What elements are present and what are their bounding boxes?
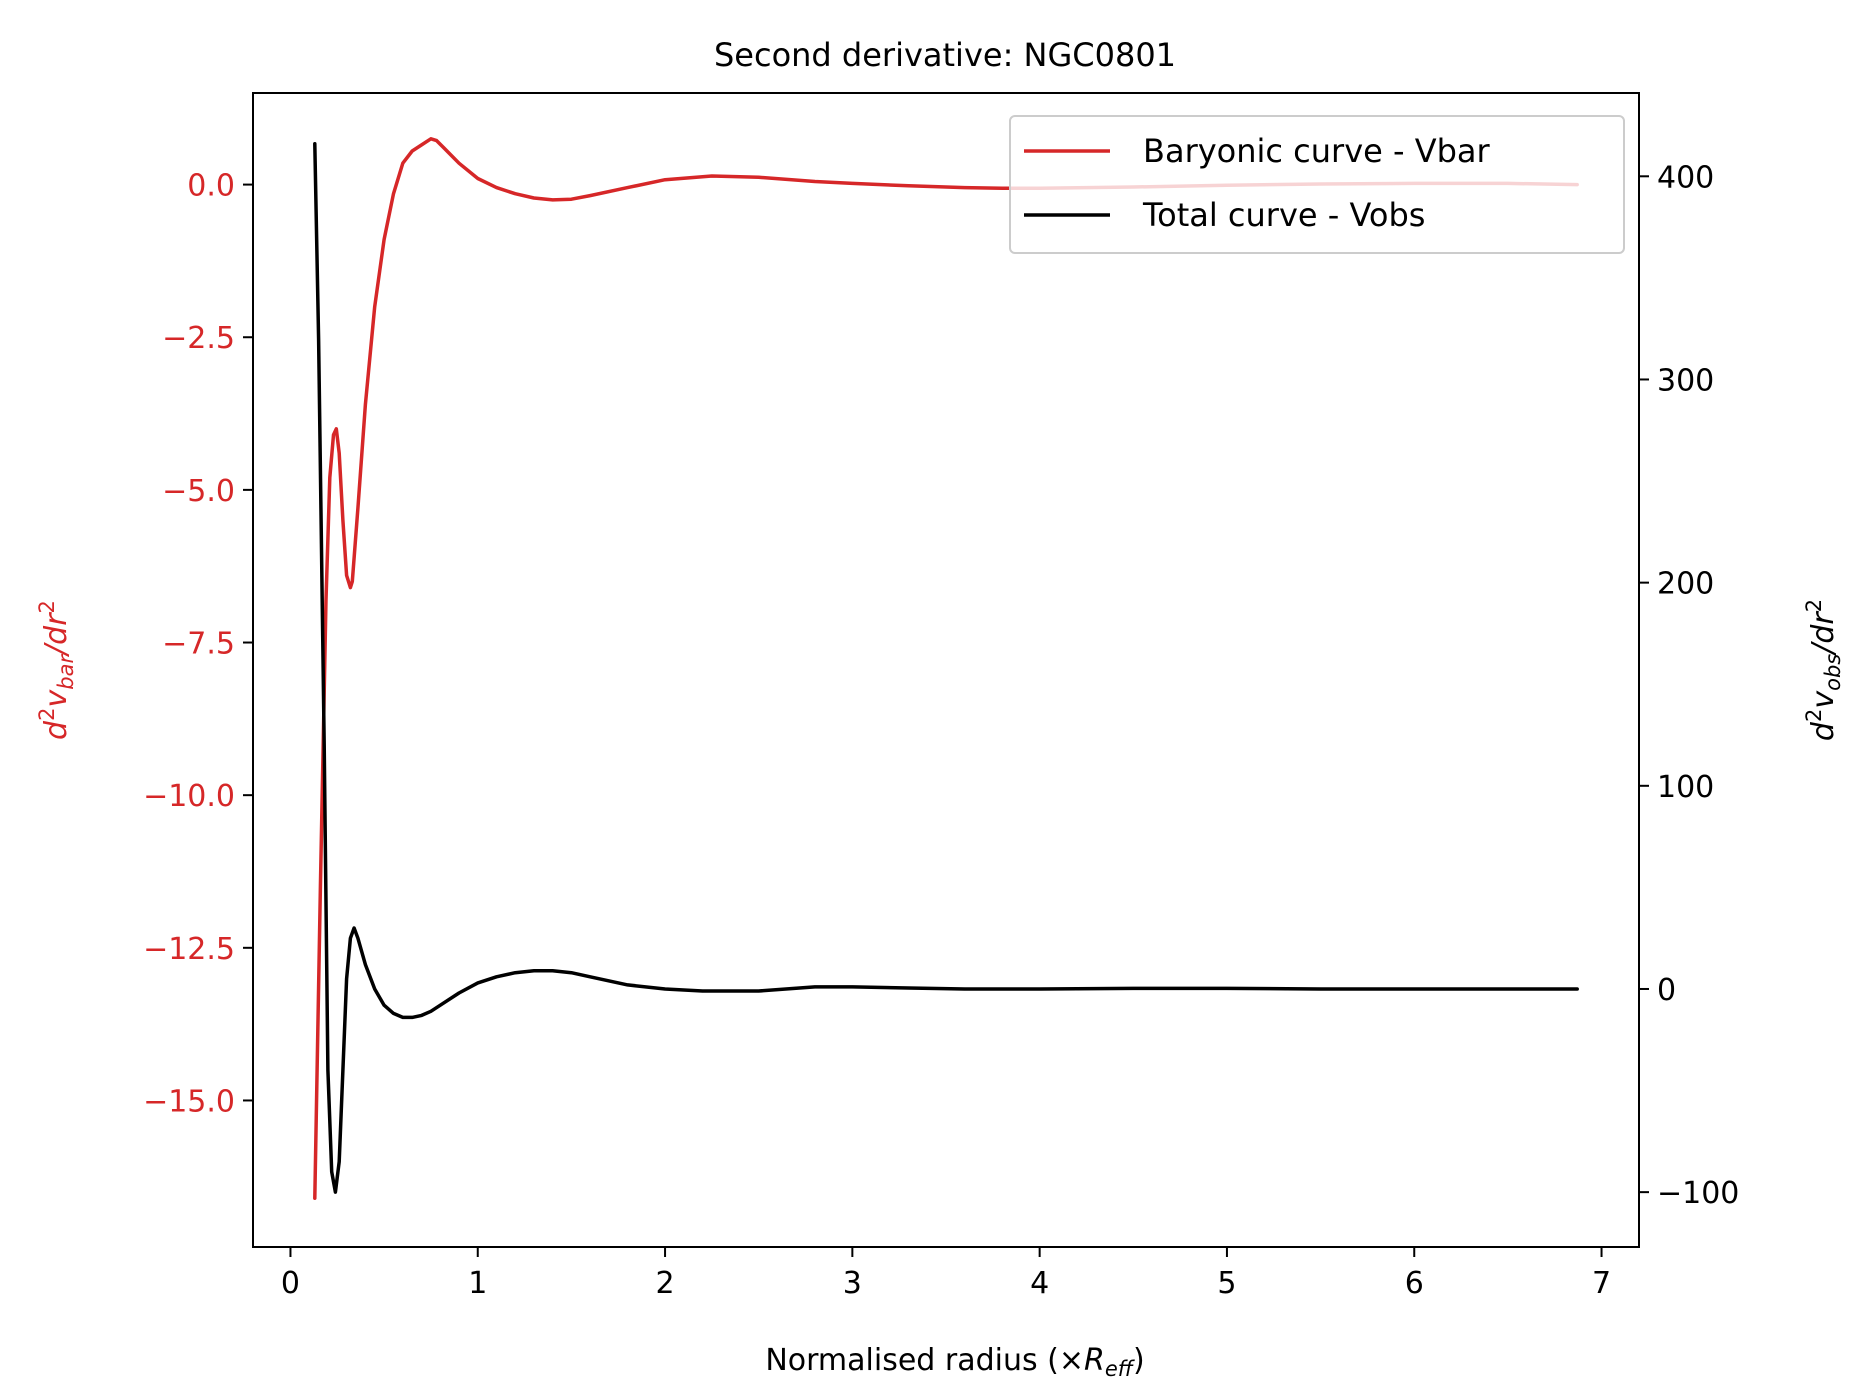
x-axis-label: Normalised radius (×Reff) <box>765 1343 1144 1381</box>
legend-label-vobs: Total curve - Vobs <box>1142 196 1425 234</box>
plot-frame <box>252 92 1640 1248</box>
y-left-axis-ticks: 0.0 −2.5 −5.0 −7.5 −10.0 −12.5 −15.0 <box>143 169 253 1119</box>
y-right-tick-label: 300 <box>1657 363 1714 398</box>
x-tick-label: 1 <box>468 1266 487 1301</box>
x-axis-ticks: 0 1 2 3 4 5 6 7 <box>281 1247 1611 1301</box>
y-right-axis-ticks: 400 300 200 100 0 −100 <box>1639 160 1739 1211</box>
x-tick-label: 6 <box>1405 1266 1424 1301</box>
x-tick-label: 3 <box>843 1266 862 1301</box>
y-left-tick-label: −10.0 <box>143 779 235 814</box>
x-tick-label: 0 <box>281 1266 300 1301</box>
y-left-tick-label: −12.5 <box>143 932 235 967</box>
y-right-axis-label: d2vobs/dr2 <box>1802 599 1845 741</box>
y-right-tick-label: 400 <box>1657 160 1714 195</box>
legend-label-vbar: Baryonic curve - Vbar <box>1143 132 1491 170</box>
y-left-tick-label: −15.0 <box>143 1084 235 1119</box>
y-left-tick-label: −7.5 <box>162 627 235 662</box>
series-layer <box>313 137 1579 1200</box>
y-right-tick-label: 200 <box>1657 567 1714 602</box>
series-line-vobs <box>313 142 1579 1194</box>
plot-area <box>252 92 1640 1248</box>
y-left-tick-label: 0.0 <box>187 169 235 204</box>
legend: Baryonic curve - Vbar Total curve - Vobs <box>1009 115 1625 254</box>
legend-box <box>1009 115 1625 254</box>
x-tick-label: 5 <box>1217 1266 1236 1301</box>
y-left-axis-label: d2vbar/dr2 <box>35 600 78 740</box>
x-tick-label: 2 <box>656 1266 675 1301</box>
y-right-tick-label: −100 <box>1657 1176 1739 1211</box>
x-tick-label: 4 <box>1030 1266 1049 1301</box>
y-left-tick-label: −5.0 <box>162 474 235 509</box>
y-right-tick-label: 100 <box>1657 770 1714 805</box>
chart-title: Second derivative: NGC0801 <box>714 36 1176 74</box>
series-line-vbar <box>313 137 1579 1200</box>
y-left-tick-label: −2.5 <box>162 321 235 356</box>
y-right-tick-label: 0 <box>1657 973 1676 1008</box>
x-tick-label: 7 <box>1592 1266 1611 1301</box>
